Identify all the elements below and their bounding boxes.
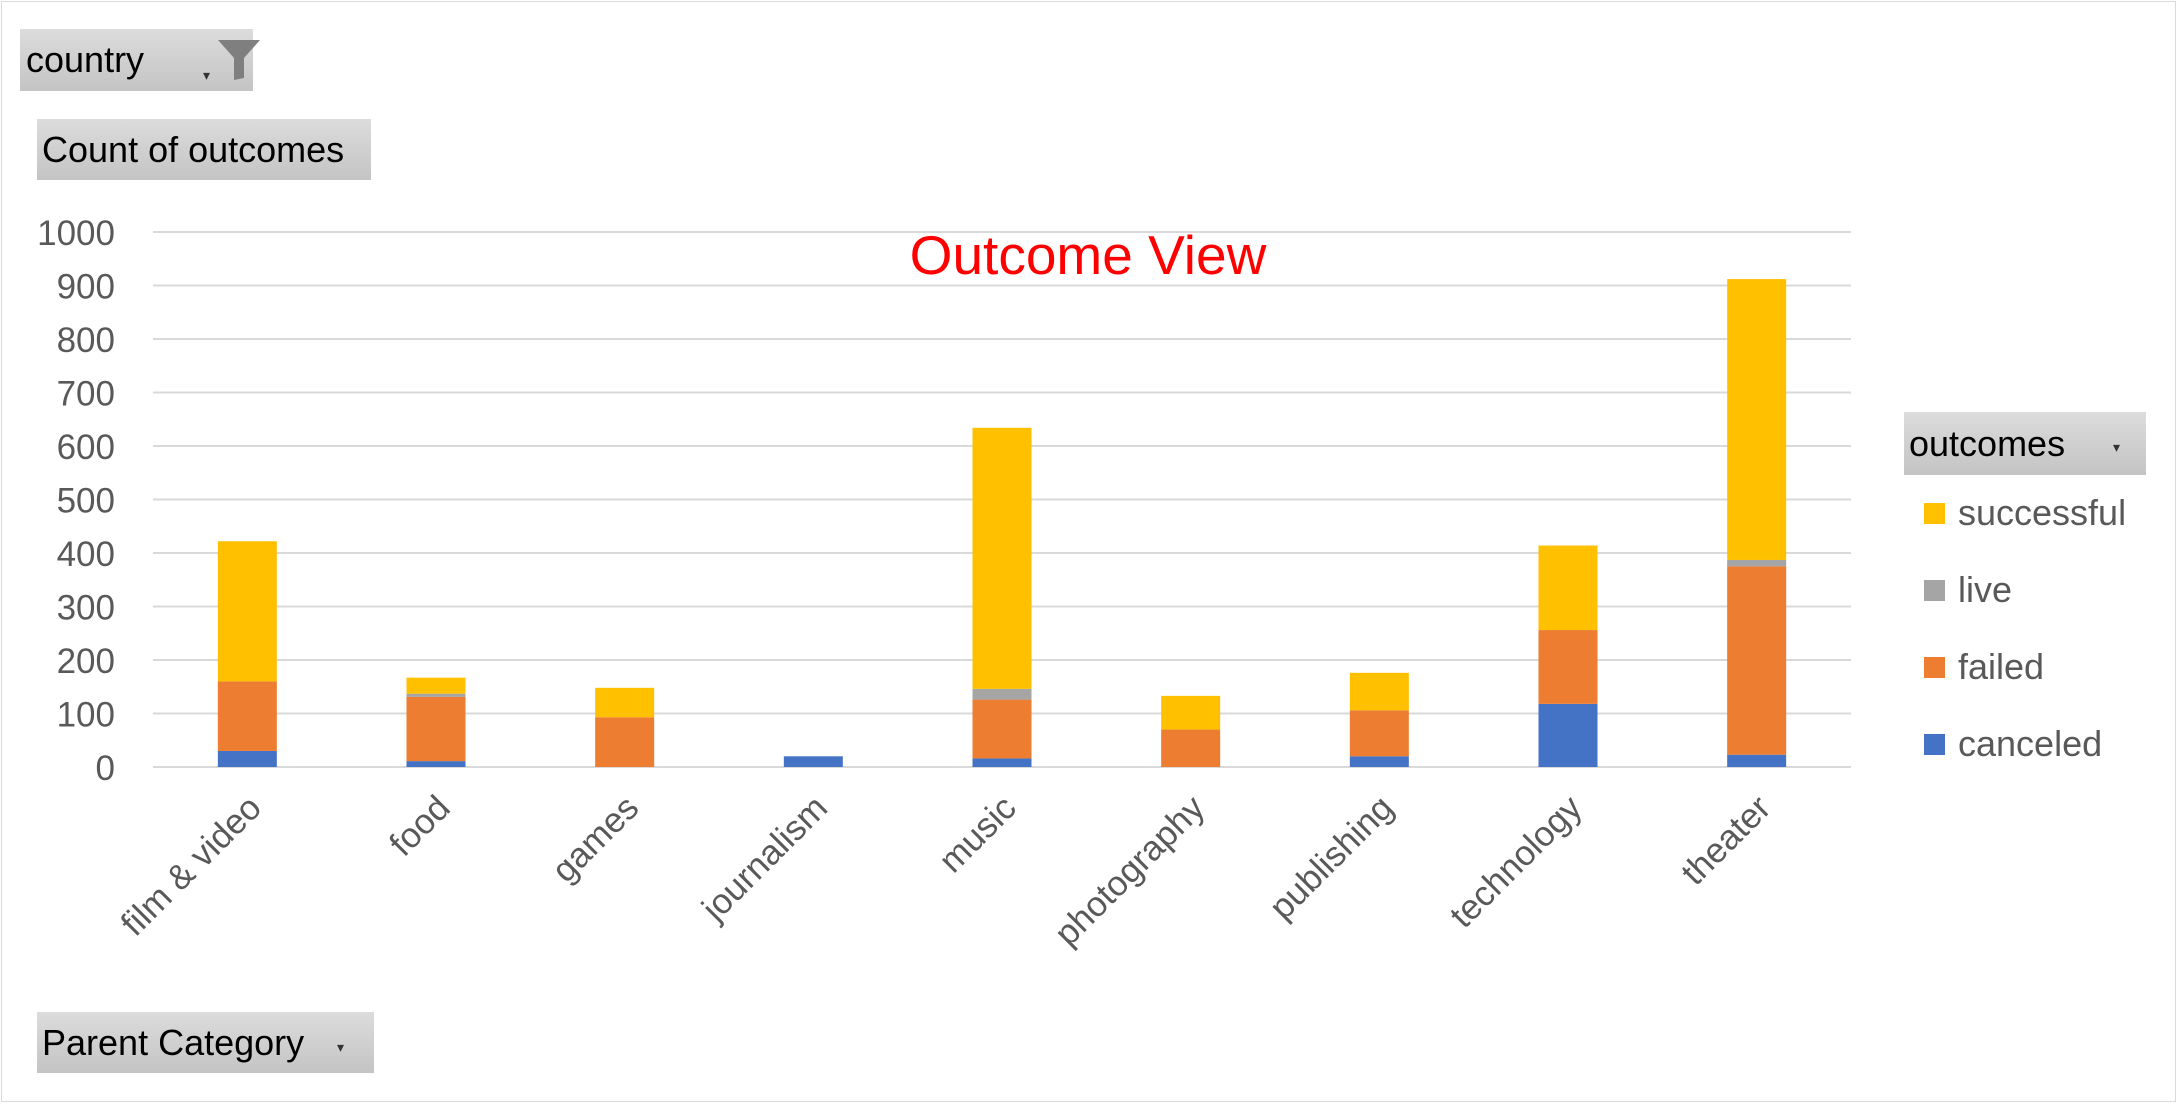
x-axis-ticks: film & video food games journalism music phot… (113, 788, 1778, 954)
values-field-label: Count of outcomes (42, 128, 345, 170)
axis-field-button[interactable]: Parent Category ▾ (37, 1012, 374, 1073)
bar-segment-successful (595, 687, 655, 718)
y-tick-label: 900 (57, 268, 115, 307)
legend-label: live (1958, 569, 2013, 610)
y-tick-label: 400 (57, 535, 115, 574)
bar-segment-live (406, 693, 466, 697)
bar-segment-successful (1349, 672, 1409, 711)
x-tick-label: publishing (1262, 788, 1401, 927)
legend-item-failed: failed (1924, 646, 2044, 688)
x-tick-label: film & video (113, 788, 268, 943)
country-filter-button[interactable]: country ▾ (20, 29, 260, 91)
x-tick-label: food (382, 788, 458, 864)
filter-funnel-icon (218, 40, 260, 80)
bar-segment-successful (972, 427, 1032, 689)
bar-segment-canceled (1727, 754, 1787, 767)
y-tick-label: 1000 (37, 214, 115, 253)
legend-label: failed (1958, 646, 2045, 687)
dropdown-arrow-icon: ▾ (203, 67, 211, 83)
dropdown-arrow-icon: ▾ (2113, 439, 2121, 455)
y-tick-label: 800 (57, 321, 115, 360)
chart-title: Outcome View (910, 224, 1267, 286)
x-tick-label: games (544, 788, 646, 890)
bar-segment-live (1727, 559, 1787, 567)
bar-segment-failed (1727, 566, 1787, 755)
bar-segment-failed (406, 696, 466, 762)
bar-segment-live (972, 688, 1032, 700)
legend-swatch (1924, 733, 1945, 755)
bar-segment-successful (1727, 279, 1787, 560)
dropdown-arrow-icon: ▾ (337, 1039, 345, 1055)
y-tick-label: 300 (57, 589, 115, 628)
y-tick-label: 0 (96, 749, 115, 788)
bar-segment-failed (595, 717, 655, 767)
legend-field-button[interactable]: outcomes ▾ (1904, 412, 2146, 475)
legend-swatch (1924, 579, 1945, 601)
y-tick-label: 700 (57, 375, 115, 414)
legend-label: successful (1958, 492, 2127, 533)
bar-segment-successful (1538, 545, 1598, 631)
bar-segment-failed (1161, 729, 1221, 767)
y-tick-label: 200 (57, 642, 115, 681)
bar-segment-canceled (1538, 703, 1598, 767)
bar-segment-canceled (406, 761, 466, 767)
legend-field-label: outcomes (1909, 422, 2066, 464)
y-tick-label: 100 (57, 696, 115, 735)
x-tick-label: music (931, 788, 1023, 880)
legend-swatch (1924, 656, 1945, 678)
bar-segment-successful (1161, 695, 1221, 730)
legend-item-successful: successful (1924, 492, 2126, 534)
bar-segment-canceled (1349, 756, 1409, 767)
y-tick-label: 500 (57, 482, 115, 521)
legend-item-canceled: canceled (1924, 723, 2102, 765)
bar-segment-canceled (783, 756, 843, 767)
legend-label: canceled (1958, 723, 2103, 764)
bar-segment-canceled (972, 758, 1032, 767)
x-tick-label: photography (1047, 788, 1213, 954)
bar-segment-failed (1538, 630, 1598, 704)
y-tick-label: 600 (57, 428, 115, 467)
legend-swatch (1924, 502, 1945, 524)
values-field-button[interactable]: Count of outcomes (37, 119, 371, 180)
bar-segment-successful (406, 677, 466, 694)
bar-segment-failed (217, 681, 277, 751)
x-tick-label: technology (1442, 788, 1590, 936)
y-axis-ticks: 0 100 200 300 400 500 600 700 800 900 1000 (37, 214, 115, 788)
axis-field-label: Parent Category (42, 1021, 305, 1063)
bar-segment-canceled (217, 750, 277, 767)
country-filter-label: country (26, 39, 145, 80)
legend-item-live: live (1924, 569, 2012, 611)
bar-segment-failed (972, 699, 1032, 759)
bar-segment-failed (1349, 710, 1409, 757)
x-tick-label: theater (1674, 788, 1779, 893)
bars (217, 279, 1787, 767)
x-tick-label: journalism (694, 788, 835, 929)
bar-segment-successful (217, 541, 277, 682)
